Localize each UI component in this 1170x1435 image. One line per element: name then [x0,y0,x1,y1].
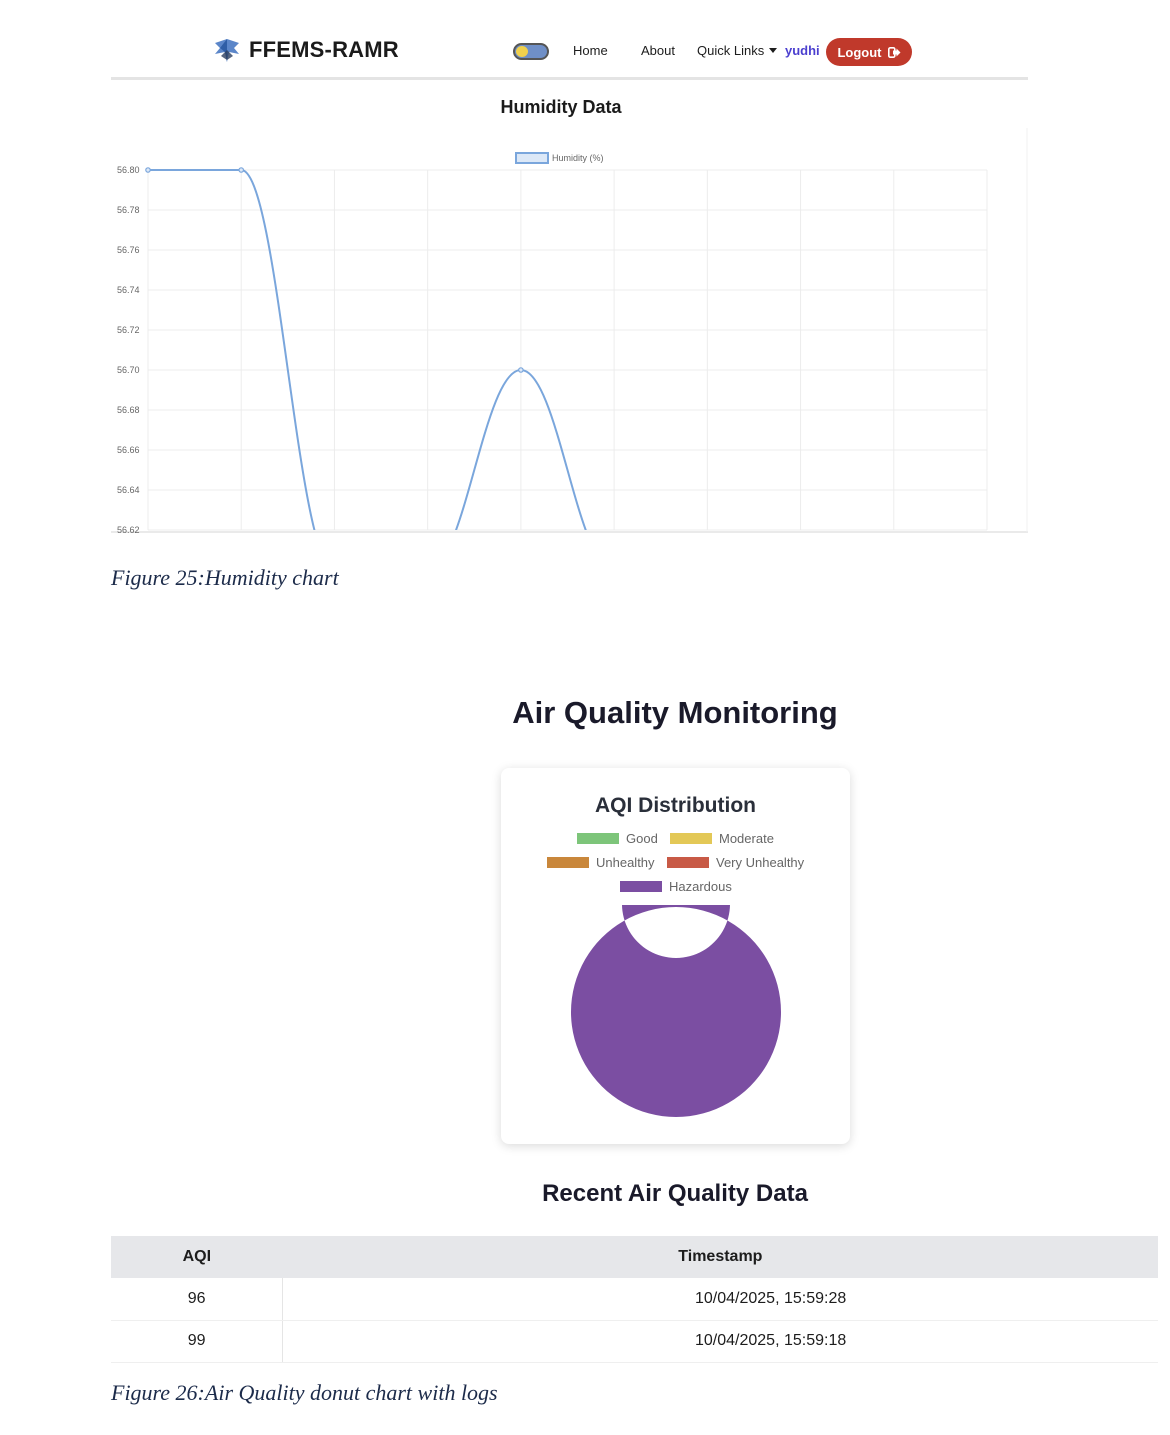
nav-about-link[interactable]: About [641,43,675,58]
legend-swatch-good [577,833,619,844]
y-tick-label: 56.72 [117,325,140,335]
aqi-donut-chart [571,905,781,1117]
humidity-line-chart: 56.80 56.78 56.76 56.74 56.72 56.70 56.68 56.66… [111,128,1028,534]
table-row: 99 10/04/2025, 15:59:18 [111,1320,1158,1363]
navbar: FFEMS-RAMR Home About Quick Links yudhi … [111,28,1028,78]
y-tick-label: 56.80 [117,165,140,175]
legend-label-good: Good [626,831,658,846]
table-cell-timestamp: 10/04/2025, 15:59:28 [282,1278,1158,1321]
recent-air-quality-heading: Recent Air Quality Data [542,1180,808,1207]
legend-moderate[interactable]: Moderate [670,831,774,846]
table-cell-aqi: 96 [111,1278,284,1321]
legend-swatch-very-unhealthy [667,857,709,868]
table-header-timestamp: Timestamp [282,1236,1158,1278]
legend-unhealthy[interactable]: Unhealthy [547,855,655,870]
brand-name: FFEMS-RAMR [249,37,399,62]
humidity-chart-title: Humidity Data [500,97,622,117]
table-row: 96 10/04/2025, 15:59:28 [111,1278,1158,1321]
legend-hazardous[interactable]: Hazardous [620,879,732,894]
logout-button[interactable]: Logout [826,38,912,66]
nav-quick-links-dropdown[interactable]: Quick Links [697,43,778,58]
y-tick-label: 56.62 [117,525,140,534]
legend-swatch-unhealthy [547,857,589,868]
legend-label-unhealthy: Unhealthy [596,855,655,870]
legend-label-hazardous: Hazardous [669,879,732,894]
y-axis-ticks: 56.80 56.78 56.76 56.74 56.72 56.70 56.68 56.66… [117,165,140,534]
brand[interactable]: FFEMS-RAMR [211,36,399,64]
air-quality-table: AQI Timestamp 96 10/04/2025, 15:59:28 99… [111,1236,1158,1363]
table-cell-aqi: 99 [111,1320,284,1363]
legend-good[interactable]: Good [577,831,658,846]
figure-26-caption: Figure 26:Air Quality donut chart with l… [111,1380,498,1405]
brand-logo-icon [215,39,239,62]
humidity-series-points [145,167,524,373]
quick-links-label: Quick Links [697,43,765,58]
sign-out-icon [887,46,901,58]
air-quality-heading: Air Quality Monitoring [512,695,838,730]
legend-label-moderate: Moderate [719,831,774,846]
legend-very-unhealthy[interactable]: Very Unhealthy [667,855,804,870]
y-tick-label: 56.68 [117,405,140,415]
theme-toggle[interactable] [513,43,549,60]
chart-legend: Humidity (%) [515,152,604,164]
legend-swatch-moderate [670,833,712,844]
legend-label-very-unhealthy: Very Unhealthy [716,855,805,870]
humidity-data-point[interactable] [145,167,151,173]
nav-home-link[interactable]: Home [573,43,608,58]
username-link[interactable]: yudhi [785,43,820,58]
chart-background [111,128,1028,534]
y-tick-label: 56.76 [117,245,140,255]
legend-label-humidity: Humidity (%) [552,153,604,163]
navbar-divider [111,77,1028,80]
y-tick-label: 56.78 [117,205,140,215]
legend-swatch-humidity[interactable] [515,152,549,164]
logout-label: Logout [837,44,882,60]
caret-down-icon [769,48,778,53]
humidity-data-point[interactable] [518,367,524,373]
aqi-distribution-card: AQI Distribution Good Moderate Unhealthy… [501,768,850,1144]
figure-25-caption: Figure 25:Humidity chart [111,565,339,590]
y-tick-label: 56.70 [117,365,140,375]
table-cell-timestamp: 10/04/2025, 15:59:18 [282,1320,1158,1363]
humidity-series-line [148,169,587,530]
donut-slices [571,905,781,1117]
y-tick-label: 56.74 [117,285,140,295]
table-header-row: AQI Timestamp [111,1236,1158,1278]
donut-slice-hazardous[interactable] [571,905,781,1117]
toggle-knob [516,46,528,57]
y-tick-label: 56.64 [117,485,140,495]
humidity-data-point[interactable] [238,167,245,173]
aqi-distribution-title: AQI Distribution [595,794,756,817]
table-header-aqi: AQI [111,1236,283,1278]
legend-swatch-hazardous [620,881,662,892]
y-tick-label: 56.66 [117,445,140,455]
chart-grid [147,169,988,531]
